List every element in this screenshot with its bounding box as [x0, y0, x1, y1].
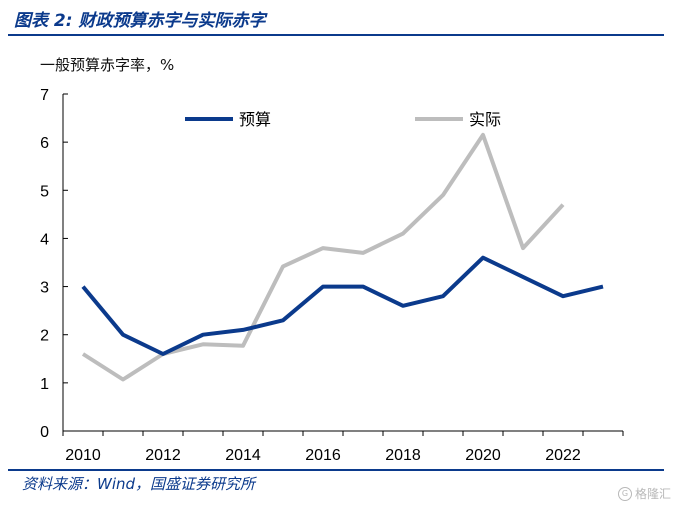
x-tick-label: 2016 [305, 447, 341, 464]
y-tick-label: 3 [40, 280, 49, 297]
legend-label-budget: 预算 [239, 110, 271, 129]
y-tick-label: 4 [40, 231, 49, 248]
y-tick-label: 2 [40, 328, 49, 345]
x-tick-label: 2020 [465, 447, 501, 464]
x-tick-label: 2010 [65, 447, 101, 464]
y-tick-label: 5 [40, 183, 49, 200]
series-line-actual [81, 132, 565, 382]
series-line-budget [81, 255, 604, 356]
legend-label-actual: 实际 [469, 110, 501, 129]
y-tick-label: 0 [40, 424, 49, 441]
watermark: G 格隆汇 [617, 485, 671, 502]
source-note: 资料来源：Wind，国盛证券研究所 [22, 475, 256, 493]
x-tick-label: 2014 [225, 447, 261, 464]
watermark-logo-icon: G [617, 486, 632, 501]
title-rule [8, 34, 664, 36]
x-tick-label: 2012 [145, 447, 181, 464]
figure-title: 图表 2: 财政预算赤字与实际赤字 [14, 11, 266, 31]
y-axis-unit-label: 一般预算赤字率，% [40, 56, 175, 74]
y-tick-label: 7 [40, 87, 49, 104]
y-tick-label: 1 [40, 376, 49, 393]
watermark-text: 格隆汇 [634, 487, 671, 501]
source-rule [8, 469, 664, 471]
x-tick-label: 2018 [385, 447, 421, 464]
y-tick-label: 6 [40, 135, 49, 152]
x-tick-label: 2022 [545, 447, 581, 464]
